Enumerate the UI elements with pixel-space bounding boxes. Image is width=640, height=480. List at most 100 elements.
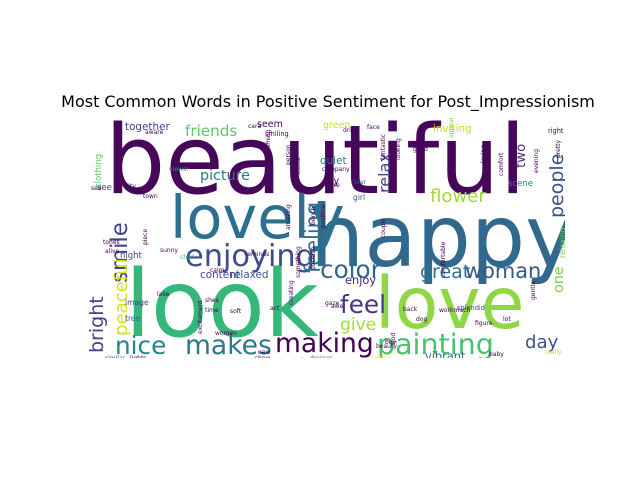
word-aware: aware: [145, 129, 164, 136]
word-act: act: [270, 305, 280, 312]
word-peaceful: peaceful: [111, 258, 132, 336]
word-makes: makes: [185, 330, 272, 358]
word-see: see: [91, 185, 102, 192]
word-one: one: [551, 266, 565, 293]
word-couple: couple: [380, 218, 387, 238]
word-loving: loving: [480, 145, 487, 163]
word-sunny: sunny: [160, 247, 179, 254]
word-new: new: [258, 349, 270, 356]
word-shes: shes: [205, 297, 219, 304]
word-clothing: clothing: [94, 154, 104, 188]
word-feel: feel: [340, 290, 386, 319]
word-green: green: [323, 120, 350, 131]
word-cool: cool: [290, 357, 303, 358]
chart-title: Most Common Words in Positive Sentiment …: [61, 92, 595, 111]
word-stellar: stellar: [295, 156, 302, 175]
word-look: look: [125, 250, 319, 358]
word-person: person: [285, 144, 292, 165]
word-see: see: [97, 183, 112, 193]
word-image: image: [125, 298, 149, 307]
word-lights: lights: [130, 355, 146, 358]
word-something: something: [295, 246, 302, 278]
word-night: night: [120, 251, 143, 261]
word-lot: lot: [503, 316, 511, 323]
word-seem: seem: [257, 119, 283, 130]
word-clear: clear: [351, 179, 366, 186]
word-appears: appears: [448, 118, 455, 138]
word-people: people: [546, 154, 565, 218]
word-beautiful: beautiful: [105, 118, 526, 216]
word-give: give: [340, 315, 376, 335]
word-drink: drink: [343, 127, 359, 134]
word-positive: positive: [320, 204, 327, 228]
word-nice: nice: [115, 331, 166, 358]
word-enjoy: enjoy: [345, 273, 376, 287]
word-enjoying: enjoying: [185, 239, 315, 274]
word-flower: flower: [430, 186, 486, 207]
word-alive: alive: [105, 248, 120, 255]
word-baby: baby: [489, 351, 504, 358]
word-god: god: [390, 333, 397, 344]
word-city: city: [125, 183, 136, 190]
word-quiet: quiet: [320, 155, 347, 167]
word-welcoming: welcoming: [265, 129, 272, 162]
word-scene: scene: [508, 179, 533, 189]
word-relax: relax: [375, 153, 394, 193]
word-content: content: [200, 269, 240, 281]
word-show: show: [255, 355, 271, 358]
word-day: day: [525, 332, 559, 353]
word-amazing: amazing: [285, 204, 292, 230]
word-inviting: inviting: [433, 123, 472, 135]
word-back: back: [403, 306, 418, 313]
word-excitement: excitement: [197, 300, 204, 334]
word-time: time: [205, 307, 219, 314]
word-happy: happy: [310, 188, 565, 287]
word-women: women: [215, 330, 237, 337]
word-similar: similar: [105, 355, 126, 358]
word-friends: friends: [185, 122, 237, 140]
word-soft: soft: [230, 308, 242, 315]
word-tree: tree: [125, 314, 141, 323]
word-mother: mother: [370, 355, 392, 358]
word-really: really: [545, 349, 562, 356]
word-gaze: gaze: [325, 300, 340, 307]
word-evening: evening: [533, 149, 540, 173]
word-smiling: smiling: [265, 130, 289, 138]
word-bright: bright: [86, 296, 108, 353]
word-top: top: [257, 141, 267, 148]
word-beauty: beauty: [376, 343, 397, 350]
word-great: great: [420, 261, 470, 283]
word-pretty: pretty: [555, 139, 562, 158]
word-positive: positive: [310, 246, 317, 270]
word-right: right: [548, 127, 564, 135]
word-pure: pure: [326, 182, 340, 189]
word-tones: tones: [103, 239, 120, 246]
word-splendid: splendid: [457, 304, 485, 312]
word-picture: picture: [200, 168, 250, 184]
word-feeling: feeling: [301, 202, 325, 273]
word-reminds: reminds: [245, 251, 269, 258]
word-lovely: lovely: [170, 183, 345, 252]
word-smile: smile: [107, 222, 133, 283]
word-two: two: [514, 144, 529, 168]
word-gentle: gentle: [530, 281, 537, 300]
word-face: face: [367, 124, 380, 131]
word-town: town: [143, 193, 158, 200]
word-bench: bench: [310, 206, 317, 225]
word-making: making: [275, 328, 374, 358]
word-together: together: [125, 121, 170, 133]
word-good: good: [413, 146, 428, 153]
word-comfort: comfort: [498, 152, 505, 176]
word-looking: looking: [395, 138, 402, 160]
word-awe: awe: [331, 303, 344, 310]
word-relaxing: relaxing: [558, 227, 565, 258]
word-painting: painting: [377, 328, 494, 358]
word-dog: dog: [416, 316, 427, 323]
word-child: child: [180, 254, 194, 261]
word-s: s: [129, 141, 133, 150]
word-comfortable: comfortable: [440, 241, 447, 278]
word-vibrant: vibrant: [425, 349, 466, 358]
word-color: color: [320, 255, 382, 284]
word-viewer: viewer: [169, 166, 190, 173]
